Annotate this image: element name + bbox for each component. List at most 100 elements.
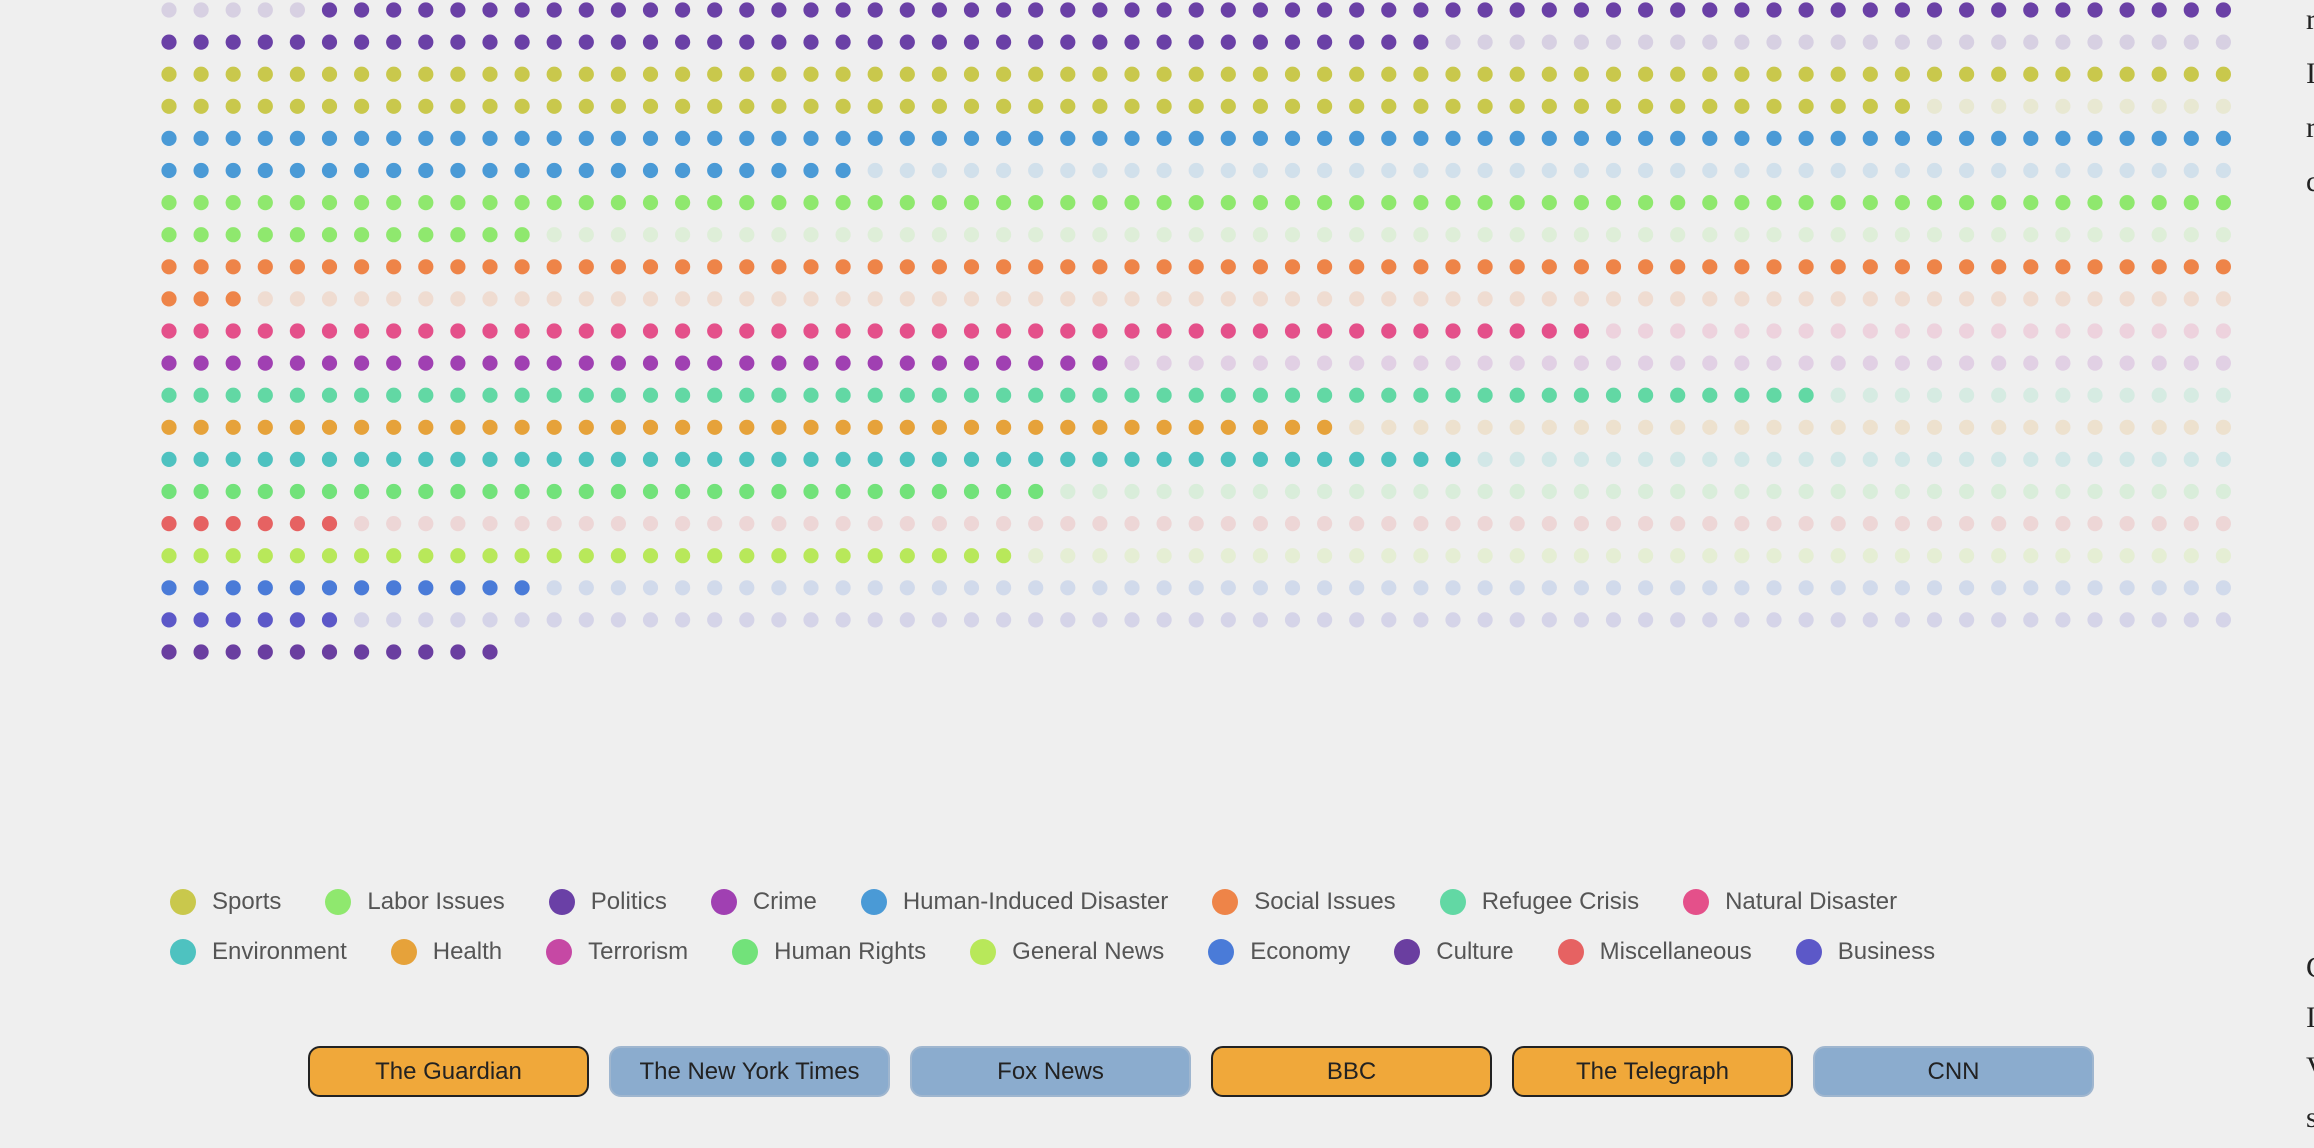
dot-labor-issues [1605, 195, 1622, 211]
dot-human-induced-disaster [1220, 130, 1236, 146]
dot-labor-issues [354, 195, 370, 211]
dot-faded [1991, 387, 2007, 403]
dot-politics [707, 34, 723, 50]
dot-natural-disaster [1413, 323, 1429, 339]
dot-politics [1959, 2, 1975, 18]
dot-refugee-crisis [867, 387, 883, 403]
source-button-the-guardian[interactable]: The Guardian [308, 1046, 589, 1097]
dot-natural-disaster [1156, 323, 1172, 339]
dot-environment [1092, 451, 1108, 467]
source-button-bbc[interactable]: BBC [1211, 1046, 1492, 1097]
dot-crime [867, 355, 883, 371]
legend-label: Health [432, 938, 503, 965]
source-button-the-telegraph[interactable]: The Telegraph [1512, 1046, 1793, 1097]
dot-refugee-crisis [1252, 387, 1268, 403]
dot-labor-issues [2023, 195, 2039, 211]
source-button-the-new-york-times[interactable]: The New York Times [609, 1046, 890, 1097]
dot-politics [1220, 2, 1236, 18]
dot-faded [2151, 162, 2167, 179]
dot-faded [1638, 355, 1654, 371]
dot-faded [1605, 451, 1622, 467]
dot-faded [1477, 227, 1493, 243]
dot-general-news [514, 548, 530, 564]
legend-item: Refugee Crisis [1439, 885, 1639, 919]
dot-faded [1830, 162, 1846, 179]
dot-refugee-crisis [193, 387, 209, 403]
dot-faded [1830, 483, 1846, 500]
dot-culture [418, 644, 434, 660]
dot-faded [386, 516, 402, 532]
dot-faded [1926, 355, 1943, 371]
dot-politics [835, 2, 851, 18]
dot-human-induced-disaster [1766, 130, 1782, 146]
dot-faded [1188, 291, 1204, 307]
dot-faded [1445, 162, 1461, 179]
dot-general-news [931, 548, 948, 564]
dot-sports [1413, 66, 1429, 82]
dot-faded [1991, 580, 2007, 596]
dot-faded [1156, 548, 1172, 564]
dot-refugee-crisis [1445, 387, 1461, 403]
dot-faded [2119, 483, 2135, 500]
dot-faded [2023, 227, 2039, 243]
dot-crime [610, 355, 627, 371]
dot-politics [1092, 34, 1108, 50]
dot-miscellaneous [225, 516, 241, 532]
dot-crime [418, 355, 434, 371]
dot-faded [867, 516, 883, 532]
dot-faded [1862, 483, 1878, 500]
source-button-fox-news[interactable]: Fox News [910, 1046, 1191, 1097]
dot-faded [1573, 419, 1589, 435]
dot-faded [1156, 227, 1172, 243]
dot-faded [1798, 162, 1814, 179]
dot-sports [1926, 66, 1943, 82]
dot-faded [1317, 483, 1333, 500]
dot-faded [1541, 483, 1557, 500]
dot-environment [707, 451, 723, 467]
dot-faded [1605, 227, 1622, 243]
dot-faded [1477, 516, 1493, 532]
dot-politics [225, 34, 241, 50]
dot-social-issues [1862, 259, 1878, 275]
dot-faded [610, 580, 627, 596]
dot-faded [2215, 323, 2231, 339]
dot-business [289, 612, 305, 628]
dot-social-issues [642, 259, 659, 275]
dot-sports [1509, 66, 1525, 82]
dot-economy [225, 580, 241, 596]
dot-human-induced-disaster [225, 130, 241, 146]
dot-faded [1605, 162, 1622, 179]
dot-faded [1092, 227, 1108, 243]
dot-faded [546, 291, 562, 307]
dot-health [482, 419, 498, 435]
dot-sports [354, 66, 370, 82]
dot-faded [2023, 612, 2039, 628]
dot-faded [1638, 162, 1654, 179]
dot-politics [1124, 2, 1140, 18]
dot-refugee-crisis [1702, 387, 1718, 403]
dot-faded [2023, 291, 2039, 307]
dot-sports [257, 66, 273, 82]
dot-labor-issues [1894, 195, 1910, 211]
dot-health [193, 419, 209, 435]
dot-faded [1060, 483, 1076, 500]
dot-faded [675, 227, 691, 243]
legend-label: General News [1012, 938, 1165, 965]
dot-politics [739, 34, 755, 50]
dot-culture [289, 644, 305, 660]
dot-faded [610, 291, 627, 307]
dot-faded [899, 227, 915, 243]
dot-sports [2119, 66, 2135, 82]
dot-sports [1028, 66, 1044, 82]
dot-labor-issues [1445, 195, 1461, 211]
dot-social-issues [1638, 259, 1654, 275]
legend-item: Business [1795, 935, 1935, 969]
dot-faded [2215, 355, 2231, 371]
dot-health [996, 419, 1012, 435]
dot-sports [1638, 98, 1654, 114]
dot-human-induced-disaster [739, 162, 755, 179]
dot-sports [931, 98, 948, 114]
dot-faded [1991, 162, 2007, 179]
dot-refugee-crisis [1060, 387, 1076, 403]
source-button-cnn[interactable]: CNN [1813, 1046, 2094, 1097]
